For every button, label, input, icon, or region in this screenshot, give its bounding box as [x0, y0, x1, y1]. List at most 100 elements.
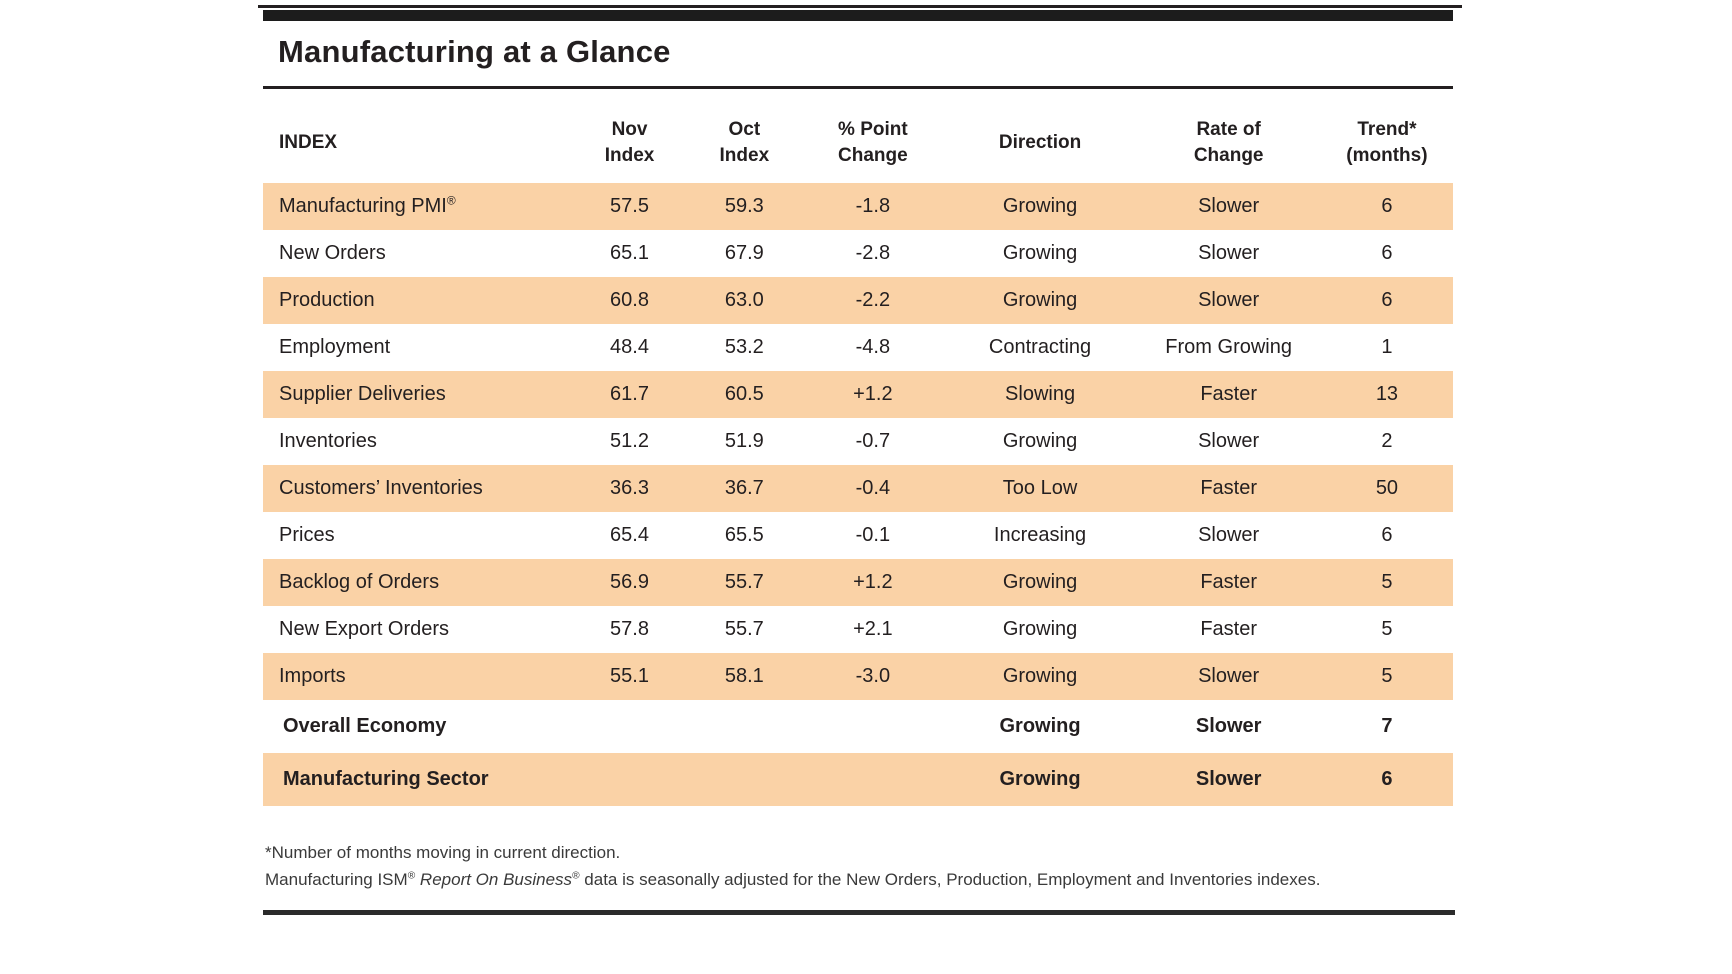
header-trend-months: Trend* (months)	[1321, 103, 1453, 183]
cell-trend-months: 5	[1320, 559, 1453, 606]
cell-point-change: -0.4	[802, 465, 944, 512]
table-row: Customers’ Inventories 36.3 36.7 -0.4 Too Lo…	[263, 465, 1453, 512]
cell-rate-of-change: Slower	[1136, 183, 1321, 230]
cell-oct-index: 51.9	[724, 430, 764, 452]
cell-index: New Export Orders	[279, 618, 450, 640]
cell-index: Inventories	[279, 430, 377, 452]
table-row: Employment 48.4 53.2 -4.8 Contracting From Gr…	[263, 324, 1453, 371]
header-oct-index-line1: Oct	[728, 119, 761, 141]
cell-index: Imports	[263, 653, 573, 700]
cell-index: Overall Economy	[283, 715, 447, 737]
cell-nov-index: 48.4	[610, 336, 649, 358]
cell-direction: Growing	[999, 715, 1081, 737]
cell-index: Supplier Deliveries	[263, 371, 573, 418]
cell-nov-index	[572, 753, 687, 806]
header-index: INDEX	[279, 132, 338, 154]
cell-rate-of-change: Faster	[1136, 559, 1321, 606]
registered-mark: ®	[446, 193, 456, 208]
cell-point-change: +1.2	[802, 559, 944, 606]
table-row: Prices 65.4 65.5 -0.1 Increasing Slower 6	[263, 512, 1453, 559]
cell-rate-of-change: Slower	[1136, 753, 1321, 806]
cell-direction: Slowing	[943, 371, 1137, 418]
header-rate-of-change-line2: Change	[1193, 145, 1264, 166]
header-direction: Direction	[998, 132, 1082, 154]
cell-trend-months: 6	[1320, 183, 1453, 230]
cell-point-change	[802, 700, 944, 753]
cell-point-change: +1.2	[802, 371, 944, 418]
cell-point-change: -0.7	[855, 430, 891, 452]
cell-nov-index: 36.3	[572, 465, 687, 512]
table-row: Imports 55.1 58.1 -3.0 Growing Slower 5	[263, 653, 1453, 700]
cell-nov-index: 51.2	[610, 430, 649, 452]
cell-rate-of-change: Slower	[1195, 715, 1262, 737]
header-trend-months-line2: (months)	[1346, 145, 1428, 166]
table-body: Manufacturing PMI® 57.5 59.3 -1.8 Growing Slo…	[263, 183, 1453, 806]
cell-trend-months: 2	[1381, 430, 1393, 452]
cell-point-change: -2.2	[802, 277, 944, 324]
cell-direction: Growing	[943, 559, 1137, 606]
cell-nov-index: 57.5	[572, 183, 687, 230]
footnote-part1: Manufacturing ISM	[265, 869, 408, 889]
header-point-change-line2: Change	[838, 145, 908, 166]
cell-index: Manufacturing Sector	[263, 753, 573, 806]
cell-direction: Growing	[943, 183, 1137, 230]
table-row: New Export Orders 57.8 55.7 +2.1 Growing Fast…	[263, 606, 1453, 653]
cell-index: Customers’ Inventories	[263, 465, 573, 512]
cell-oct-index: 58.1	[686, 653, 803, 700]
cell-index: Prices	[279, 524, 335, 546]
cell-direction: Growing	[1002, 242, 1078, 264]
registered-mark: ®	[407, 870, 416, 882]
cell-rate-of-change: From Growing	[1165, 336, 1292, 358]
header-point-change: % Point Change	[802, 103, 944, 183]
cell-point-change	[802, 753, 944, 806]
cell-point-change: -2.8	[855, 242, 891, 264]
cell-oct-index: 36.7	[686, 465, 803, 512]
table-row: Backlog of Orders 56.9 55.7 +1.2 Growing Fast…	[263, 559, 1453, 606]
cell-direction: Growing	[943, 277, 1137, 324]
cell-direction: Too Low	[943, 465, 1137, 512]
cell-rate-of-change: Slower	[1198, 242, 1260, 264]
table-row: Overall Economy Growing Slower 7	[263, 700, 1453, 753]
cell-direction: Growing	[1002, 618, 1078, 640]
cell-point-change: +2.1	[853, 618, 893, 640]
cell-direction: Increasing	[993, 524, 1087, 546]
cell-trend-months: 6	[1381, 242, 1393, 264]
table-row: Production 60.8 63.0 -2.2 Growing Slower 6	[263, 277, 1453, 324]
registered-mark: ®	[572, 870, 580, 882]
cell-rate-of-change: Slower	[1198, 430, 1260, 452]
cell-trend-months: 6	[1381, 524, 1393, 546]
cell-rate-of-change: Slower	[1136, 653, 1321, 700]
cell-point-change: -1.8	[802, 183, 944, 230]
cell-point-change: -0.1	[855, 524, 891, 546]
table-row: Supplier Deliveries 61.7 60.5 +1.2 Slowing Fa…	[263, 371, 1453, 418]
cell-nov-index: 65.1	[610, 242, 649, 264]
cell-index: Manufacturing PMI®	[263, 183, 573, 230]
cell-point-change: -3.0	[802, 653, 944, 700]
header-trend-months-line1: Trend*	[1357, 119, 1417, 141]
page-title: Manufacturing at a Glance	[278, 34, 671, 69]
header-oct-index-line2: Index	[719, 145, 770, 166]
header-nov-index: Nov Index	[572, 103, 686, 183]
header-rate-of-change-line1: Rate of	[1196, 119, 1261, 141]
table-row: Manufacturing Sector Growing Slower 6	[263, 753, 1453, 806]
cell-oct-index	[686, 753, 803, 806]
cell-index: New Orders	[279, 242, 386, 264]
cell-index: Employment	[279, 336, 391, 358]
table-row: New Orders 65.1 67.9 -2.8 Growing Slower 6	[263, 230, 1453, 277]
title-underline	[263, 86, 1453, 89]
cell-oct-index: 67.9	[724, 242, 764, 264]
footnote-part2: data is seasonally adjusted for the New …	[579, 869, 1321, 889]
cell-nov-index: 57.8	[610, 618, 649, 640]
cell-oct-index: 59.3	[686, 183, 803, 230]
footnotes: *Number of months moving in current dire…	[265, 842, 1455, 896]
cell-rate-of-change: Faster	[1136, 371, 1321, 418]
cell-rate-of-change: Faster	[1136, 465, 1321, 512]
cell-trend-months: 50	[1320, 465, 1453, 512]
table-header: INDEX Nov Index Oct Index % Point Change…	[263, 103, 1453, 183]
cell-rate-of-change: Faster	[1200, 618, 1257, 640]
cell-nov-index: 55.1	[572, 653, 687, 700]
header-nov-index-line2: Index	[604, 145, 655, 166]
manufacturing-at-a-glance-table: INDEX Nov Index Oct Index % Point Change…	[263, 103, 1453, 806]
cell-oct-index: 53.2	[724, 336, 764, 358]
